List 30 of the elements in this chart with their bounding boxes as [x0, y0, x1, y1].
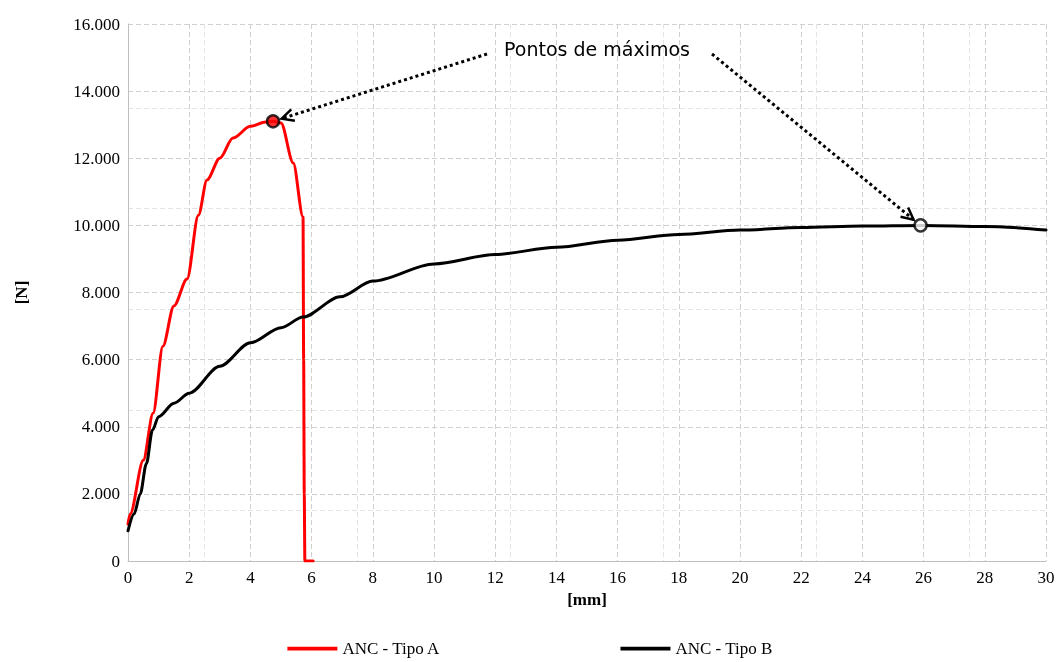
y-tick-label: 4.000 [81, 417, 120, 437]
x-tick-label: 24 [853, 568, 872, 587]
x-tick-label: 10 [425, 568, 443, 587]
x-tick-label: 26 [915, 568, 933, 587]
legend-label: ANC - Tipo A [342, 639, 440, 658]
x-tick-label: 6 [307, 568, 316, 587]
x-tick-label: 12 [486, 568, 504, 587]
x-tick-label: 14 [547, 568, 566, 587]
x-tick-label: 18 [670, 568, 688, 587]
x-axis-title: [mm] [567, 590, 607, 609]
x-tick-label: 0 [123, 568, 133, 587]
y-tick-label: 6.000 [81, 350, 120, 370]
annotation: Pontos de máximos [504, 38, 690, 60]
y-tick-label: 12.000 [73, 148, 120, 168]
y-tick-label: 14.000 [73, 81, 120, 101]
y-tick-label: 16.000 [73, 14, 120, 34]
x-tick-label: 2 [184, 568, 194, 587]
x-tick-label: 4 [246, 568, 256, 587]
y-axis-title: [N] [12, 280, 31, 305]
y-tick-label: 0 [111, 551, 120, 571]
x-tick-label: 22 [792, 568, 810, 587]
x-tick-label: 8 [368, 568, 378, 587]
y-tick-label: 2.000 [81, 484, 120, 504]
x-tick-label: 28 [976, 568, 994, 587]
x-tick-label: 30 [1037, 568, 1055, 587]
legend-label: ANC - Tipo B [675, 639, 773, 658]
y-tick-label: 8.000 [81, 283, 120, 302]
x-tick-label: 16 [609, 568, 627, 587]
y-tick-label: 10.000 [73, 215, 120, 235]
x-tick-label: 20 [731, 568, 749, 587]
